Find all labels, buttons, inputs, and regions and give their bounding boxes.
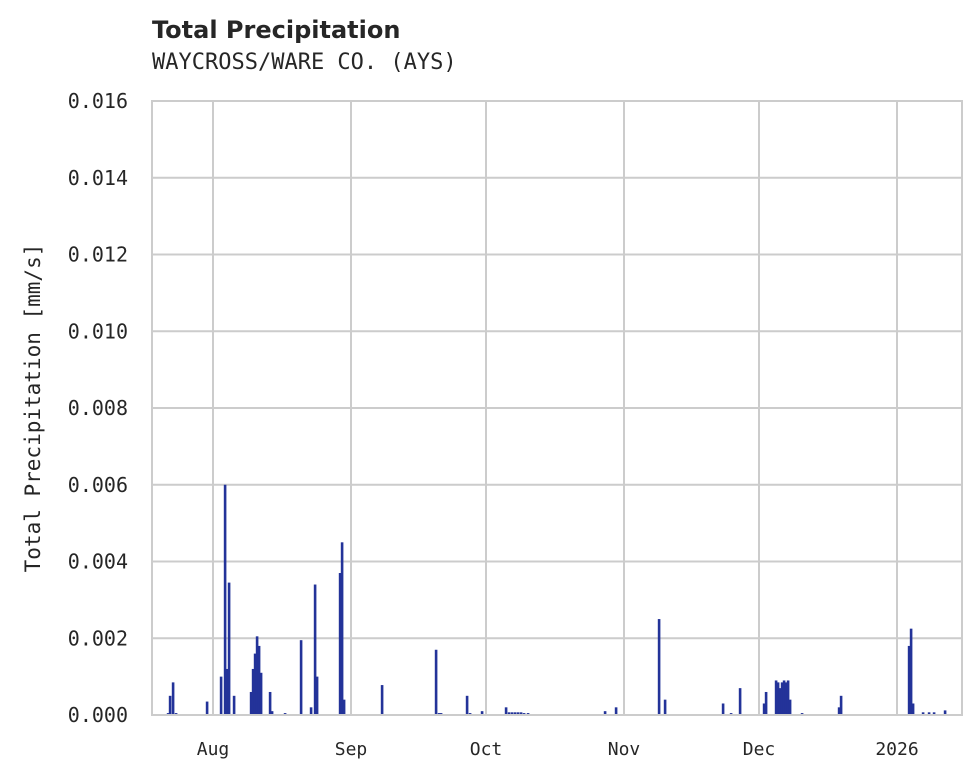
precipitation-bar	[251, 668, 255, 715]
precipitation-bar	[270, 711, 274, 715]
y-axis-label: Total Precipitation [mm/s]	[21, 244, 45, 573]
y-tick-label: 0.002	[68, 626, 128, 650]
precipitation-bar	[519, 712, 523, 715]
y-tick-label: 0.008	[68, 396, 128, 420]
precipitation-bar	[780, 682, 784, 715]
chart-title: Total Precipitation	[152, 16, 401, 44]
y-tick-label: 0.016	[68, 89, 128, 113]
precipitation-bar	[839, 695, 843, 715]
y-axis-ticks: 0.000 0.002 0.004 0.006 0.008 0.010 0.012 0.014…	[68, 89, 128, 727]
precipitation-bars	[166, 484, 947, 715]
precipitation-bar	[249, 691, 253, 715]
precipitation-bar	[907, 645, 911, 715]
plot-frame	[151, 100, 963, 716]
precipitation-bar	[227, 582, 231, 715]
x-tick-label: Sep	[335, 739, 368, 760]
precipitation-bar	[921, 712, 925, 715]
precipitation-bar	[762, 703, 766, 715]
y-tick-label: 0.000	[68, 703, 128, 727]
precipitation-bar	[480, 711, 484, 715]
precipitation-bar	[774, 680, 778, 715]
precipitation-bar	[342, 699, 346, 715]
precipitation-bar	[253, 653, 257, 715]
precipitation-bar	[786, 680, 790, 715]
x-axis-ticks: Aug Sep Oct Nov Dec 2026	[197, 739, 919, 760]
precipitation-bar	[782, 680, 786, 715]
precipitation-bar	[657, 619, 661, 715]
precipitation-bar	[721, 703, 725, 715]
precipitation-bar	[299, 640, 303, 715]
chart-subtitle: WAYCROSS/WARE CO. (AYS)	[152, 50, 457, 75]
x-tick-label: Oct	[470, 739, 503, 760]
precipitation-bar	[219, 676, 223, 715]
precipitation-bar	[614, 707, 618, 715]
precipitation-bar	[513, 712, 517, 715]
precipitation-bar	[340, 542, 344, 715]
precipitation-bar	[788, 699, 792, 715]
precipitation-bar	[257, 645, 261, 715]
precipitation-bar	[338, 573, 342, 715]
precipitation-bar	[764, 691, 768, 715]
precipitation-bar	[225, 668, 229, 715]
x-tick-label: 2026	[875, 739, 918, 760]
precipitation-bar	[315, 676, 319, 715]
precipitation-bar	[603, 711, 607, 715]
precipitation-bar	[465, 695, 469, 715]
x-tick-label: Aug	[197, 739, 230, 760]
precipitation-bar	[911, 703, 915, 715]
y-tick-label: 0.004	[68, 550, 128, 574]
precipitation-bar	[909, 628, 913, 715]
precipitation-bar	[223, 484, 227, 715]
precipitation-bar	[309, 707, 313, 715]
precipitation-bar	[943, 710, 947, 715]
precipitation-bar	[516, 712, 520, 715]
precipitation-bar	[504, 707, 508, 715]
y-tick-label: 0.014	[68, 166, 128, 190]
precipitation-bar	[778, 688, 782, 715]
precipitation-bar	[776, 682, 780, 715]
precipitation-bar	[927, 712, 931, 715]
precipitation-bar	[268, 691, 272, 715]
y-tick-label: 0.010	[68, 319, 128, 343]
precipitation-bar	[510, 712, 514, 715]
precipitation-bar	[313, 584, 317, 715]
precipitation-bar	[205, 701, 209, 715]
x-tick-label: Nov	[608, 739, 641, 760]
precipitation-bar	[168, 695, 172, 715]
precipitation-bar	[434, 649, 438, 715]
precipitation-bar	[507, 712, 511, 715]
precipitation-bar	[932, 712, 936, 715]
precipitation-bar	[259, 672, 263, 715]
precipitation-bar	[255, 636, 259, 715]
y-tick-label: 0.006	[68, 473, 128, 497]
x-tick-label: Dec	[743, 739, 776, 760]
precipitation-bar	[232, 695, 236, 715]
precipitation-bar	[171, 682, 175, 715]
precipitation-bar	[380, 685, 384, 715]
precipitation-bar	[837, 707, 841, 715]
precipitation-bar	[784, 682, 788, 715]
grid-lines	[152, 100, 962, 716]
precipitation-bar	[663, 699, 667, 715]
y-tick-label: 0.012	[68, 243, 128, 267]
precipitation-bar	[738, 688, 742, 715]
